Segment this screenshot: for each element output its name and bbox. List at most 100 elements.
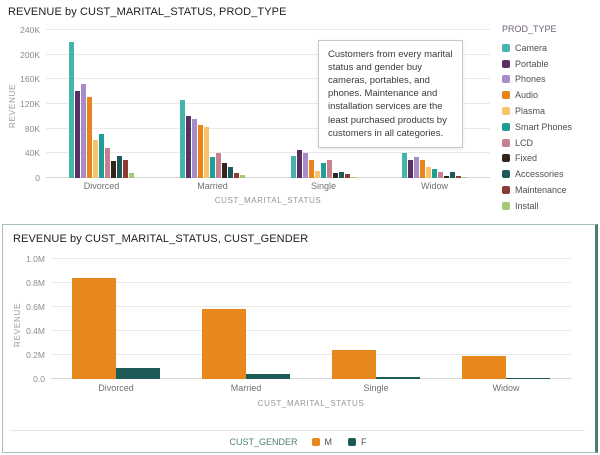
bar-accessories-divorced[interactable] — [117, 156, 122, 178]
bar-fixed-married[interactable] — [222, 162, 227, 178]
bar-camera-divorced[interactable] — [69, 41, 74, 178]
bar-phones-widow[interactable] — [414, 157, 419, 178]
bar-lcd-widow[interactable] — [438, 171, 443, 178]
legend-label: Phones — [515, 74, 546, 85]
bar-group-single — [268, 30, 379, 178]
y-axis-tick: 200K — [20, 49, 40, 60]
chart-title: REVENUE by CUST_MARITAL_STATUS, CUST_GEN… — [13, 233, 309, 245]
bar-m-divorced[interactable] — [72, 278, 116, 379]
legend-item-fixed[interactable]: Fixed — [502, 151, 596, 167]
bar-group-widow — [379, 30, 490, 178]
bar-accessories-widow[interactable] — [450, 172, 455, 178]
legend-swatch — [502, 138, 510, 147]
plot-area — [51, 258, 571, 379]
legend-item-accessories[interactable]: Accessories — [502, 166, 596, 182]
bar-m-married[interactable] — [202, 309, 246, 379]
bar-smart-phones-married[interactable] — [210, 157, 215, 178]
bar-fixed-single[interactable] — [333, 173, 338, 178]
bar-install-married[interactable] — [240, 174, 245, 178]
bar-maintenance-divorced[interactable] — [123, 159, 128, 178]
bar-portable-married[interactable] — [186, 116, 191, 178]
plot-area — [46, 29, 490, 178]
bar-smart-phones-single[interactable] — [321, 162, 326, 178]
gridline — [46, 177, 490, 178]
bar-portable-single[interactable] — [297, 149, 302, 178]
bar-audio-single[interactable] — [309, 160, 314, 178]
bar-m-widow[interactable] — [462, 356, 506, 379]
legend-item-lcd[interactable]: LCD — [502, 135, 596, 151]
bar-group-married — [181, 259, 311, 379]
legend-item-smart-phones[interactable]: Smart Phones — [502, 119, 596, 135]
legend-item-phones[interactable]: Phones — [502, 72, 596, 88]
bar-audio-widow[interactable] — [420, 159, 425, 178]
bar-phones-single[interactable] — [303, 153, 308, 178]
bar-camera-widow[interactable] — [402, 153, 407, 178]
x-axis-label: CUST_MARITAL_STATUS — [257, 399, 365, 408]
legend-item-audio[interactable]: Audio — [502, 87, 596, 103]
y-axis-tick: 1.0M — [26, 254, 45, 264]
bar-camera-married[interactable] — [180, 100, 185, 178]
x-axis: Divorced Married Single Widow — [51, 383, 571, 393]
bar-install-widow[interactable] — [462, 176, 467, 178]
bar-smart-phones-widow[interactable] — [432, 168, 437, 178]
bar-maintenance-single[interactable] — [345, 174, 350, 178]
bar-f-divorced[interactable] — [116, 368, 160, 379]
legend-label: Fixed — [515, 153, 538, 164]
y-axis-tick: 160K — [20, 74, 40, 85]
bar-fixed-divorced[interactable] — [111, 160, 116, 178]
bar-f-widow[interactable] — [506, 378, 550, 379]
legend-item-portable[interactable]: Portable — [502, 56, 596, 72]
legend-label: Portable — [515, 58, 549, 69]
gridline — [51, 330, 571, 331]
legend-item-camera[interactable]: Camera — [502, 40, 596, 56]
legend-label: Maintenance — [515, 185, 567, 196]
bar-group-single — [311, 259, 441, 379]
bar-maintenance-married[interactable] — [234, 173, 239, 178]
bar-lcd-single[interactable] — [327, 159, 332, 178]
bar-f-married[interactable] — [246, 374, 290, 379]
gridline — [46, 78, 490, 80]
legend-item-f[interactable]: F — [348, 437, 367, 447]
gridline — [51, 378, 571, 379]
legend-swatch — [502, 75, 510, 84]
x-axis-tick: Divorced — [98, 383, 134, 393]
bar-lcd-divorced[interactable] — [105, 147, 110, 178]
bar-camera-single[interactable] — [291, 155, 296, 178]
bar-install-single[interactable] — [351, 176, 356, 178]
bar-phones-divorced[interactable] — [81, 84, 86, 178]
x-axis-label: CUST_MARITAL_STATUS — [214, 196, 322, 205]
bar-accessories-married[interactable] — [228, 166, 233, 178]
bar-accessories-single[interactable] — [339, 171, 344, 178]
bar-maintenance-widow[interactable] — [456, 176, 461, 178]
bar-lcd-married[interactable] — [216, 153, 221, 178]
y-axis-tick: 0.0 — [33, 374, 45, 384]
bar-groups — [46, 30, 490, 178]
x-axis-tick: Married — [230, 383, 262, 393]
bar-install-divorced[interactable] — [129, 173, 134, 178]
y-axis: 0.0 0.2M 0.4M 0.6M 0.8M 1.0M — [9, 254, 47, 384]
bar-fixed-widow[interactable] — [444, 175, 449, 178]
legend-item-install[interactable]: Install — [502, 198, 596, 214]
gender-chart-panel: REVENUE by CUST_MARITAL_STATUS, CUST_GEN… — [2, 224, 598, 453]
bar-portable-divorced[interactable] — [75, 91, 80, 178]
x-axis-tick: Single — [363, 383, 389, 393]
legend-item-m[interactable]: M — [311, 437, 332, 447]
bar-audio-married[interactable] — [198, 124, 203, 178]
bar-audio-divorced[interactable] — [87, 97, 92, 178]
bar-plasma-divorced[interactable] — [93, 140, 98, 178]
legend-swatch — [502, 91, 510, 100]
bar-m-single[interactable] — [332, 350, 376, 379]
legend-swatch — [502, 122, 510, 131]
legend-item-maintenance[interactable]: Maintenance — [502, 182, 596, 198]
bar-smart-phones-divorced[interactable] — [99, 134, 104, 178]
bar-phones-married[interactable] — [192, 118, 197, 178]
legend-swatch — [502, 170, 510, 179]
x-axis-tick: Single — [310, 181, 337, 191]
bar-f-single[interactable] — [376, 377, 420, 379]
legend-item-plasma[interactable]: Plasma — [502, 103, 596, 119]
bar-plasma-married[interactable] — [204, 127, 209, 178]
bar-portable-widow[interactable] — [408, 160, 413, 178]
bar-plasma-single[interactable] — [315, 170, 320, 178]
bar-plasma-widow[interactable] — [426, 166, 431, 178]
